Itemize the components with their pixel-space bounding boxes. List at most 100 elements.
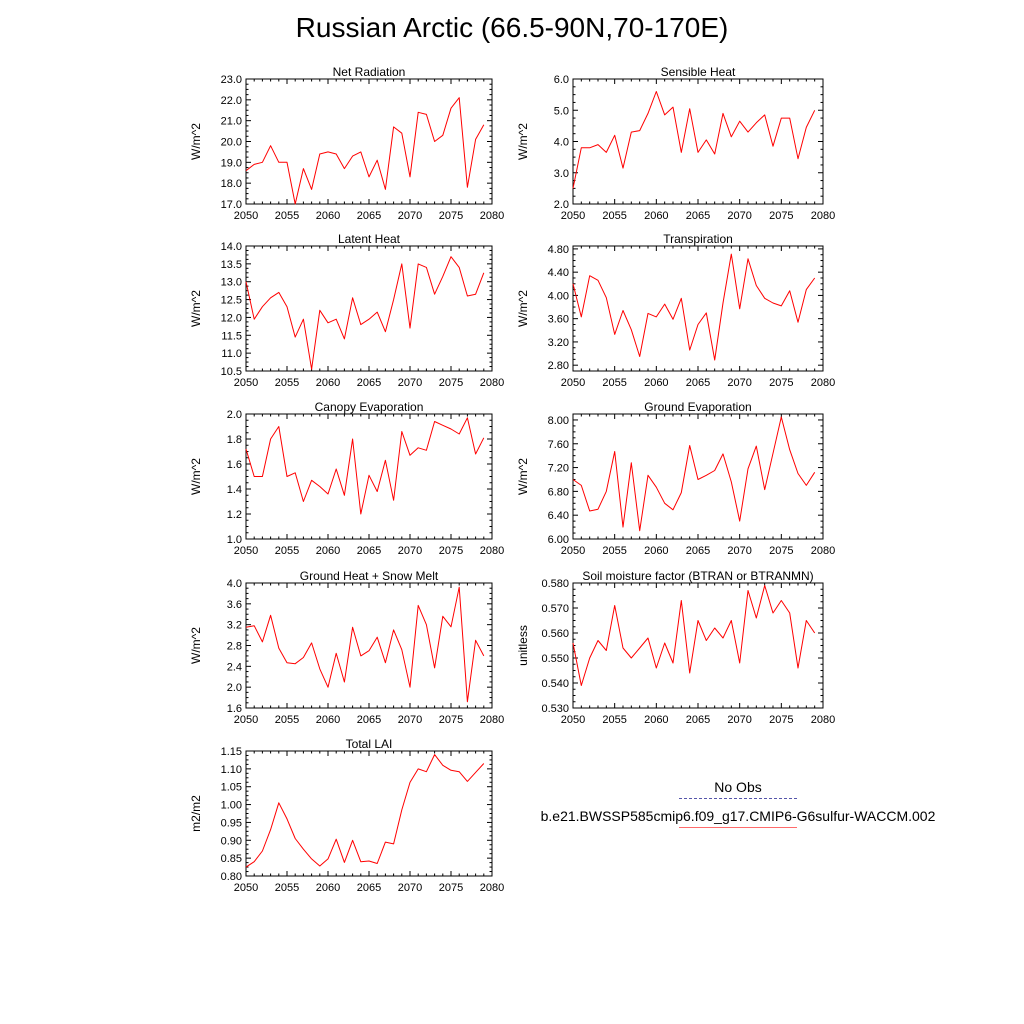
series-line — [572, 416, 816, 532]
series-line — [245, 586, 485, 703]
panel-2: Sensible Heat W/m^2 2050 2055 2060 2065 2070 20… — [516, 65, 835, 222]
y-tick-label: 0.95 — [221, 817, 242, 829]
x-tick-label: 2070 — [398, 714, 422, 726]
x-tick-label: 2080 — [480, 545, 504, 557]
y-tick-label: 4.0 — [227, 578, 242, 590]
panel-title: Ground Evaporation — [644, 400, 751, 414]
x-tick-label: 2075 — [439, 377, 463, 389]
y-axis-label: W/m^2 — [189, 123, 203, 160]
panel-8: Soil moisture factor (BTRAN or BTRANMN) u… — [516, 569, 835, 726]
x-tick-label: 2055 — [602, 210, 626, 222]
y-tick-label: 17.0 — [221, 199, 242, 211]
y-tick-label: 0.540 — [541, 678, 569, 690]
x-tick-label: 2050 — [234, 545, 258, 557]
plot-frame — [245, 750, 493, 877]
panel-title: Soil moisture factor (BTRAN or BTRANMN) — [582, 569, 813, 583]
y-tick-label: 3.0 — [554, 168, 569, 180]
panel-title: Ground Heat + Snow Melt — [300, 569, 439, 583]
x-tick-label: 2060 — [316, 377, 340, 389]
x-tick-label: 2055 — [275, 714, 299, 726]
x-tick-label: 2055 — [275, 882, 299, 894]
y-tick-label: 13.0 — [221, 277, 242, 289]
panel-title: Transpiration — [663, 232, 733, 246]
legend-model-line — [679, 827, 797, 828]
y-tick-label: 10.5 — [221, 366, 242, 378]
x-tick-label: 2060 — [316, 210, 340, 222]
x-tick-label: 2070 — [727, 545, 751, 557]
series-line — [572, 91, 816, 189]
y-axis-label: W/m^2 — [516, 458, 530, 495]
x-tick-label: 2070 — [398, 882, 422, 894]
x-tick-label: 2080 — [811, 210, 835, 222]
x-tick-label: 2075 — [439, 714, 463, 726]
x-tick-label: 2050 — [561, 714, 585, 726]
x-tick-label: 2065 — [686, 714, 710, 726]
y-tick-label: 2.4 — [227, 661, 242, 673]
y-tick-label: 0.580 — [541, 578, 569, 590]
panel-title: Latent Heat — [338, 232, 401, 246]
x-tick-label: 2070 — [727, 210, 751, 222]
x-tick-label: 2055 — [602, 545, 626, 557]
y-tick-label: 3.60 — [548, 314, 569, 326]
x-tick-label: 2080 — [480, 210, 504, 222]
plot-frame — [572, 582, 824, 709]
series-line — [245, 754, 485, 868]
y-tick-label: 6.0 — [554, 74, 569, 86]
y-tick-label: 4.00 — [548, 290, 569, 302]
x-tick-label: 2075 — [439, 545, 463, 557]
y-tick-label: 1.0 — [227, 534, 242, 546]
y-tick-label: 5.0 — [554, 105, 569, 117]
y-tick-label: 0.570 — [541, 603, 569, 615]
x-tick-label: 2055 — [602, 377, 626, 389]
x-tick-label: 2060 — [644, 210, 668, 222]
x-tick-label: 2075 — [769, 210, 793, 222]
x-tick-label: 2055 — [275, 545, 299, 557]
x-tick-label: 2065 — [357, 882, 381, 894]
x-tick-label: 2070 — [727, 714, 751, 726]
y-tick-label: 2.0 — [554, 199, 569, 211]
x-tick-label: 2080 — [480, 882, 504, 894]
y-tick-label: 0.530 — [541, 703, 569, 715]
series-line — [245, 417, 485, 515]
x-tick-label: 2075 — [769, 545, 793, 557]
y-tick-label: 23.0 — [221, 74, 242, 86]
y-tick-label: 18.0 — [221, 178, 242, 190]
x-tick-label: 2060 — [644, 714, 668, 726]
x-tick-label: 2070 — [398, 377, 422, 389]
plot-frame — [245, 582, 493, 709]
series-line — [245, 256, 485, 370]
y-axis-label: W/m^2 — [516, 123, 530, 160]
x-tick-label: 2065 — [357, 377, 381, 389]
legend: No Obs b.e21.BWSSP585cmip6.f09_g17.CMIP6… — [520, 778, 956, 836]
panel-title: Total LAI — [346, 737, 393, 751]
panel-4: Transpiration W/m^2 2050 2055 2060 2065 2070 20… — [516, 232, 835, 389]
legend-obs-line — [679, 798, 797, 799]
y-tick-label: 0.550 — [541, 653, 569, 665]
x-tick-label: 2055 — [275, 377, 299, 389]
x-tick-label: 2050 — [234, 377, 258, 389]
x-tick-label: 2065 — [357, 210, 381, 222]
x-tick-label: 2055 — [275, 210, 299, 222]
x-tick-label: 2060 — [316, 882, 340, 894]
y-tick-label: 0.85 — [221, 853, 242, 865]
x-tick-label: 2050 — [234, 210, 258, 222]
legend-model-label: b.e21.BWSSP585cmip6.f09_g17.CMIP6-G6sulf… — [540, 808, 936, 824]
x-tick-label: 2080 — [480, 714, 504, 726]
x-tick-label: 2075 — [439, 210, 463, 222]
x-tick-label: 2060 — [316, 545, 340, 557]
y-tick-label: 20.0 — [221, 137, 242, 149]
x-tick-label: 2050 — [234, 714, 258, 726]
panel-title: Sensible Heat — [661, 65, 736, 79]
y-tick-label: 13.5 — [221, 259, 242, 271]
y-tick-label: 4.80 — [548, 244, 569, 256]
x-tick-label: 2070 — [398, 210, 422, 222]
y-tick-label: 1.2 — [227, 509, 242, 521]
y-tick-label: 3.2 — [227, 620, 242, 632]
y-tick-label: 1.05 — [221, 782, 242, 794]
panel-9: Total LAI m2/m2 2050 2055 2060 2065 2070 2075 20… — [189, 737, 504, 894]
y-tick-label: 14.0 — [221, 241, 242, 253]
panel-7: Ground Heat + Snow Melt W/m^2 2050 2055 2060… — [189, 569, 504, 726]
series-line — [572, 253, 816, 361]
x-tick-label: 2080 — [480, 377, 504, 389]
